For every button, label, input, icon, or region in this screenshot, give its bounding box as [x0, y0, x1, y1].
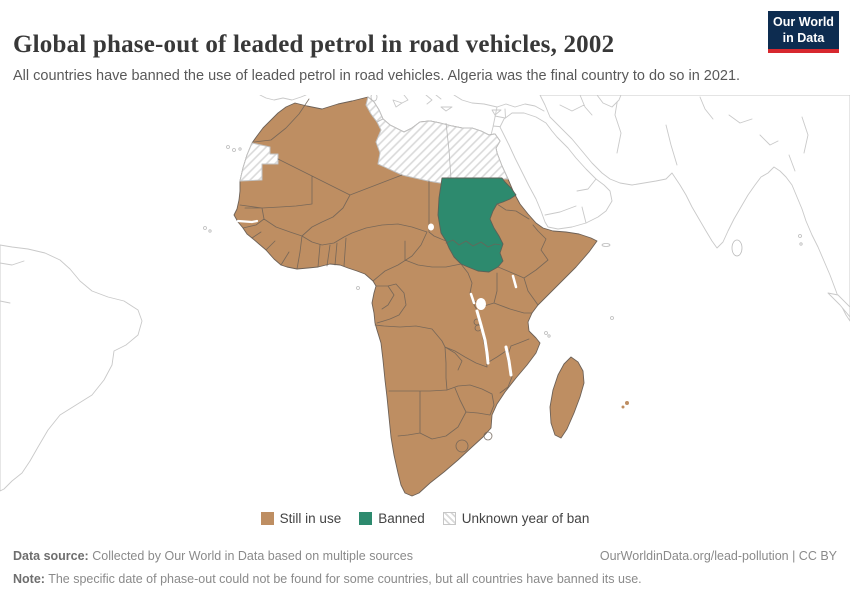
background-countries	[0, 92, 850, 492]
lake-victoria	[476, 298, 486, 310]
sudan-south-sudan[interactable]	[437, 177, 517, 273]
lake-albert	[469, 292, 476, 305]
page-subtitle: All countries have banned the use of lea…	[13, 67, 741, 84]
data-source-line: Data source: Collected by Our World in D…	[13, 545, 413, 568]
choropleth-map	[0, 92, 850, 497]
owid-link-text[interactable]: OurWorldinData.org/lead-pollution | CC B…	[599, 549, 837, 563]
lesotho[interactable]	[455, 439, 469, 453]
comoros	[544, 331, 548, 335]
cape-verde-islands	[203, 226, 207, 230]
data-source-label: Data source:	[13, 549, 89, 563]
seychelles	[610, 316, 614, 320]
world-map	[0, 92, 850, 505]
lake-chad	[428, 223, 434, 231]
note-value: The specific date of phase-out could not…	[48, 572, 642, 586]
africa-banned[interactable]	[437, 177, 517, 273]
greece-coast	[425, 94, 442, 105]
sri-lanka-outline	[731, 239, 743, 257]
owid-logo-line1: Our World	[773, 15, 834, 29]
sumatra-outline	[827, 292, 850, 318]
legend-swatch-banned	[359, 511, 373, 525]
note-label: Note:	[13, 572, 45, 586]
iberia-coast	[259, 94, 307, 101]
sicily-island	[392, 99, 403, 108]
eswatini[interactable]	[483, 431, 493, 441]
crete-island	[440, 106, 453, 112]
turkey-coast	[453, 94, 545, 112]
madagascar[interactable]	[549, 356, 585, 439]
page-title: Global phase-out of leaded petrol in roa…	[13, 30, 615, 58]
caspian-sea	[596, 94, 622, 108]
western-sahara[interactable]	[239, 142, 279, 182]
lake-turkana	[511, 274, 518, 289]
footer: Data source: Collected by Our World in D…	[13, 545, 837, 591]
canary-islands	[226, 145, 230, 149]
italy-coast	[401, 94, 409, 104]
legend-label-banned: Banned	[378, 510, 425, 526]
libya-egypt[interactable]	[375, 118, 509, 186]
legend-label-unknown: Unknown year of ban	[461, 510, 590, 526]
gambia-river	[236, 219, 259, 224]
reunion[interactable]	[621, 405, 625, 409]
legend-item-banned[interactable]: Banned	[359, 511, 425, 526]
levant-coast	[490, 106, 507, 136]
lake-malawi	[504, 345, 513, 377]
lake-tanganyika	[475, 309, 490, 365]
sao-tome	[356, 286, 360, 290]
arabia-outline	[499, 112, 613, 230]
legend-label-still-in-use: Still in use	[279, 510, 342, 526]
legend-item-unknown[interactable]: Unknown year of ban	[442, 510, 590, 526]
socotra-island	[601, 243, 611, 247]
lakes	[236, 219, 518, 377]
africa-unknown-year-hatched[interactable]	[239, 96, 509, 186]
owid-logo-line2: in Data	[782, 30, 825, 45]
mauritius[interactable]	[625, 401, 629, 405]
legend-swatch-still-in-use	[260, 511, 274, 525]
data-source-value: Collected by Our World in Data based on …	[92, 549, 413, 563]
legend-swatch-unknown-hatch	[442, 511, 456, 525]
sudan-south-sudan-border	[445, 239, 502, 248]
owid-logo[interactable]: Our World in Data	[768, 11, 839, 54]
libya-egypt-border	[445, 122, 452, 180]
map-legend: Still in use Banned Unknown year of ban	[0, 507, 850, 529]
south-america-outline	[0, 244, 143, 492]
legend-item-still-in-use[interactable]: Still in use	[260, 510, 342, 526]
